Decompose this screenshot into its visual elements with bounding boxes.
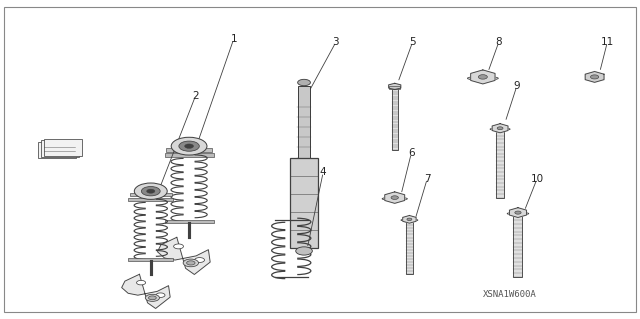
Text: 7: 7	[424, 174, 431, 183]
Circle shape	[148, 296, 156, 300]
Circle shape	[141, 187, 160, 196]
Ellipse shape	[401, 219, 418, 221]
Text: 6: 6	[408, 148, 415, 158]
Circle shape	[179, 141, 199, 151]
Bar	[496, 128, 504, 197]
Circle shape	[298, 79, 310, 86]
Text: 11: 11	[601, 37, 614, 47]
Circle shape	[172, 137, 207, 155]
Circle shape	[478, 75, 487, 79]
Bar	[166, 148, 212, 152]
Polygon shape	[157, 237, 210, 274]
Polygon shape	[385, 192, 404, 203]
Circle shape	[184, 144, 193, 148]
Circle shape	[515, 211, 521, 214]
Circle shape	[145, 294, 159, 301]
Bar	[38, 142, 76, 158]
Circle shape	[195, 257, 205, 263]
Text: 5: 5	[410, 37, 416, 47]
Circle shape	[407, 218, 412, 220]
Ellipse shape	[382, 197, 408, 200]
Circle shape	[183, 259, 198, 267]
Bar	[164, 153, 214, 157]
Bar	[164, 220, 214, 223]
Polygon shape	[470, 70, 495, 84]
Polygon shape	[509, 208, 527, 218]
Text: 10: 10	[531, 174, 544, 183]
Bar	[392, 86, 398, 150]
Polygon shape	[492, 124, 508, 133]
Polygon shape	[122, 274, 170, 308]
Text: 2: 2	[192, 91, 199, 101]
Bar	[513, 212, 522, 277]
Polygon shape	[388, 83, 401, 90]
Circle shape	[591, 75, 599, 79]
Ellipse shape	[507, 212, 529, 215]
Bar	[44, 139, 83, 156]
Circle shape	[391, 196, 398, 199]
Text: 9: 9	[513, 81, 520, 92]
Bar	[406, 219, 413, 274]
Circle shape	[173, 244, 184, 249]
Text: 3: 3	[333, 37, 339, 47]
Circle shape	[136, 280, 145, 285]
Bar	[298, 86, 310, 158]
Circle shape	[147, 189, 155, 193]
Text: 4: 4	[320, 167, 326, 177]
Bar	[290, 158, 318, 249]
Ellipse shape	[467, 76, 499, 80]
Text: 8: 8	[495, 37, 502, 47]
Polygon shape	[585, 71, 604, 82]
Text: XSNA1W600A: XSNA1W600A	[483, 290, 536, 299]
Circle shape	[187, 261, 195, 265]
Circle shape	[134, 183, 167, 199]
Bar	[128, 258, 173, 261]
Circle shape	[296, 247, 312, 255]
Bar	[130, 193, 172, 197]
Circle shape	[156, 293, 165, 297]
Bar	[389, 86, 400, 89]
Bar	[128, 197, 173, 201]
Bar	[41, 140, 79, 157]
Polygon shape	[403, 216, 416, 223]
Ellipse shape	[490, 128, 510, 130]
Circle shape	[497, 127, 503, 130]
Text: 1: 1	[230, 34, 237, 44]
